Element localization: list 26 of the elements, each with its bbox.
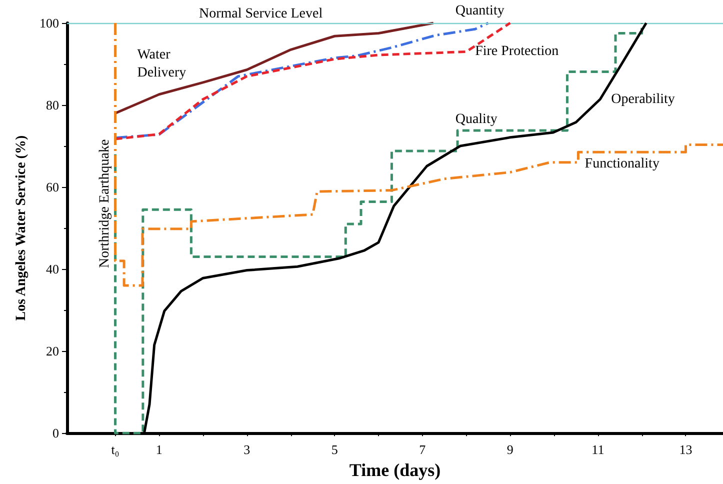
x-tick-label: 5 [331, 442, 338, 458]
line-series [114, 22, 723, 287]
y-tick-label: 80 [46, 98, 59, 113]
y-tick-label: 0 [52, 426, 59, 441]
y-axis-title: Los Angeles Water Service (%) [14, 135, 30, 321]
series-label: Water Delivery [137, 48, 186, 81]
x-tick-label: 7 [419, 442, 426, 458]
x-tick-label: 3 [244, 442, 250, 458]
series-label: Operability [611, 92, 675, 107]
series-label: Fire Protection [475, 44, 559, 60]
y-tick-label: 40 [46, 262, 59, 277]
x-tick-label: 9 [506, 442, 514, 458]
annotation: Northridge Earthquake [98, 139, 112, 268]
x-tick-label: 1 [156, 442, 162, 458]
series-label: Functionality [584, 156, 660, 172]
series-label: Quantity [455, 4, 504, 18]
y-tick-label: 100 [40, 16, 59, 30]
x-axis-title: Time (days) [349, 460, 441, 480]
ref-line-label: Normal Service Level [199, 6, 323, 22]
x-tick-label: 13 [679, 442, 692, 458]
x-tick-label: 11 [592, 442, 604, 458]
line-series [114, 22, 435, 114]
series-label: Quality [455, 112, 498, 127]
x-tick-label: t₀ [111, 442, 120, 458]
y-tick-label: 20 [46, 344, 59, 359]
y-tick-label: 60 [46, 180, 59, 195]
